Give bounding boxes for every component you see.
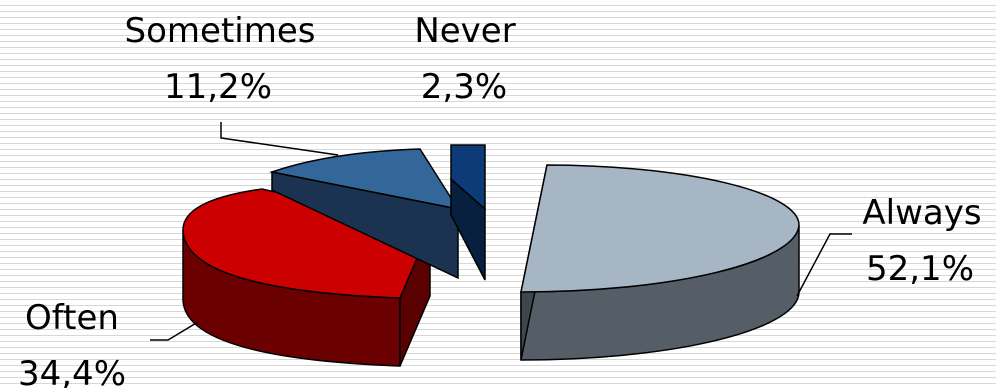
label-always-value: 52,1%	[866, 249, 974, 289]
label-sometimes-value: 11,2%	[164, 67, 272, 107]
slice-always-top	[520, 164, 800, 293]
label-sometimes-name: Sometimes	[125, 11, 316, 51]
leader-line-often	[150, 321, 199, 341]
slice-never-top	[450, 144, 486, 211]
label-often-value: 34,4%	[18, 354, 126, 388]
label-never-value: 2,3%	[421, 67, 507, 107]
slice-never	[450, 144, 486, 281]
leader-line-sometimes	[220, 122, 339, 156]
label-never-name: Never	[414, 11, 515, 51]
slice-always	[520, 164, 800, 361]
leader-line-always	[796, 233, 852, 297]
slice-sometimes	[269, 148, 460, 280]
slice-sometimes-top	[269, 148, 460, 211]
label-always-name: Always	[862, 193, 981, 233]
label-often-name: Often	[25, 298, 119, 338]
